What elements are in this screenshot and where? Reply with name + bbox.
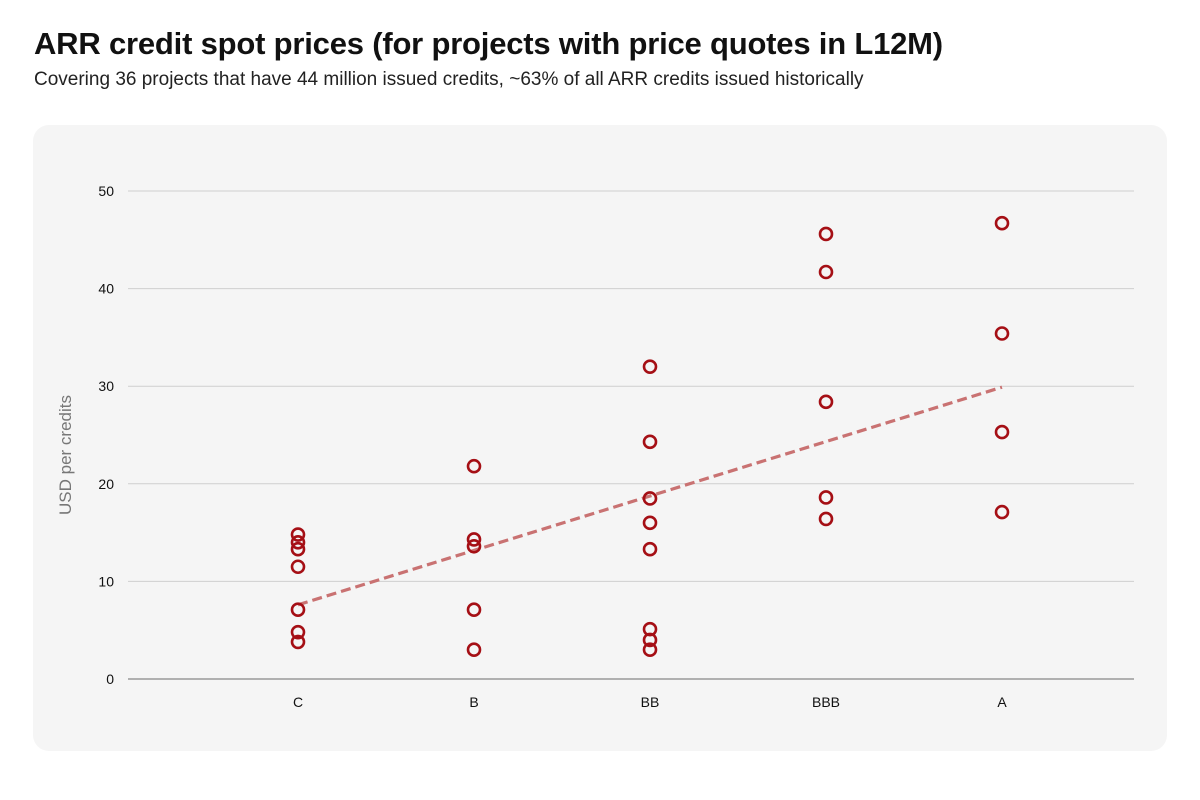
chart-subtitle: Covering 36 projects that have 44 millio… xyxy=(34,69,864,90)
data-point xyxy=(290,559,306,575)
y-axis-title: USD per credits xyxy=(56,395,75,515)
data-point xyxy=(994,326,1010,341)
data-point xyxy=(818,490,834,505)
data-point xyxy=(466,602,482,618)
y-tick-label: 0 xyxy=(106,671,114,687)
data-point xyxy=(642,434,658,450)
data-point xyxy=(290,634,306,650)
x-tick-label: A xyxy=(997,694,1007,710)
data-point xyxy=(994,215,1010,231)
x-tick-label: BB xyxy=(641,694,660,710)
data-point xyxy=(642,541,658,557)
chart-title: ARR credit spot prices (for projects wit… xyxy=(34,26,943,61)
data-point xyxy=(818,511,834,527)
data-point xyxy=(466,642,482,658)
data-point xyxy=(290,602,306,618)
data-point xyxy=(642,632,658,648)
data-point xyxy=(642,359,658,374)
data-point xyxy=(994,424,1010,440)
data-point xyxy=(818,226,834,242)
data-point xyxy=(466,532,482,547)
data-point xyxy=(466,538,482,554)
y-tick-label: 20 xyxy=(98,476,114,492)
data-point xyxy=(642,642,658,658)
grid-lines xyxy=(128,190,1134,680)
x-tick-label: BBB xyxy=(812,694,840,710)
x-tick-label: C xyxy=(293,694,303,710)
data-point xyxy=(290,535,306,550)
x-tick-labels: C B BB BBB A xyxy=(293,694,1007,710)
data-point xyxy=(642,515,658,531)
y-tick-label: 40 xyxy=(98,281,114,297)
data-point xyxy=(290,527,306,542)
y-tick-label: 50 xyxy=(98,183,114,199)
y-tick-label: 30 xyxy=(98,378,114,394)
trend-line-group xyxy=(297,385,1003,607)
data-point xyxy=(994,504,1010,520)
y-tick-label: 10 xyxy=(98,573,114,589)
data-points xyxy=(290,215,1010,658)
trend-line xyxy=(297,385,1003,607)
x-tick-label: B xyxy=(469,694,478,710)
data-point xyxy=(290,541,306,557)
y-tick-labels: 0 10 20 30 40 50 xyxy=(98,183,114,687)
data-point xyxy=(818,394,834,410)
data-point xyxy=(290,624,306,640)
chart-card: 0 10 20 30 40 50 C B BB BBB A USD per credits xyxy=(33,125,1167,751)
data-point xyxy=(642,491,658,506)
data-point xyxy=(466,458,482,474)
data-point xyxy=(818,264,834,280)
